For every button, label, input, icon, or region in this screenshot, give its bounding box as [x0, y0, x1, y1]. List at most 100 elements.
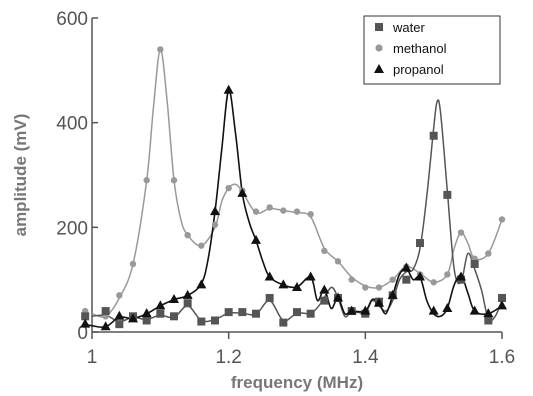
data-point-propanol	[483, 308, 494, 318]
data-point-methanol	[348, 276, 355, 283]
data-point-propanol	[292, 282, 302, 292]
data-point-propanol	[169, 294, 179, 304]
propanol-triangle-icon	[374, 64, 384, 73]
data-point-water	[252, 309, 260, 318]
data-point-water	[115, 320, 124, 329]
methanol-circle-icon	[375, 44, 383, 52]
data-point-water	[484, 316, 493, 325]
data-point-methanol	[444, 271, 451, 278]
data-point-methanol	[211, 221, 219, 228]
data-point-water	[279, 318, 288, 327]
data-point-methanol	[266, 204, 273, 211]
data-point-propanol	[346, 305, 357, 315]
data-point-methanol	[457, 229, 465, 236]
data-point-methanol	[129, 260, 137, 268]
x-tick-label: 1	[87, 347, 98, 368]
data-point-water	[265, 293, 274, 302]
data-point-propanol	[456, 271, 466, 281]
data-point-methanol	[170, 177, 178, 184]
data-point-propanol	[428, 305, 439, 315]
data-point-methanol	[430, 279, 437, 286]
y-axis-title: amplitude (mV)	[11, 114, 30, 237]
data-point-water	[142, 316, 151, 325]
data-point-water	[170, 312, 178, 321]
data-point-propanol	[210, 206, 220, 216]
data-point-propanol	[155, 300, 166, 310]
y-tick-label: 200	[56, 218, 88, 239]
data-point-propanol	[374, 297, 384, 307]
data-point-methanol	[280, 207, 287, 214]
data-point-propanol	[401, 262, 412, 272]
data-point-methanol	[389, 276, 396, 283]
data-point-water	[156, 309, 165, 318]
data-point-propanol	[469, 305, 480, 315]
x-tick-label: 1.2	[215, 347, 241, 368]
data-point-propanol	[387, 289, 398, 299]
data-point-propanol	[128, 313, 138, 323]
data-point-methanol	[252, 208, 260, 215]
data-point-water	[183, 299, 192, 308]
data-point-propanol	[415, 271, 425, 281]
plot-area: 0 200 400 600 1 1.2 1.4 1.6	[56, 9, 515, 368]
y-tick-label: 600	[56, 9, 88, 30]
data-point-water	[416, 239, 424, 248]
data-point-methanol	[143, 177, 150, 184]
data-point-water	[443, 190, 452, 199]
water-square-icon	[375, 23, 383, 31]
data-point-propanol	[114, 310, 125, 320]
data-point-methanol	[334, 258, 342, 265]
data-point-water	[498, 293, 506, 302]
data-point-water	[197, 317, 206, 326]
data-point-propanol	[305, 271, 316, 281]
data-point-methanol	[362, 284, 369, 291]
data-point-propanol	[223, 84, 234, 94]
x-axis-ticks: 1 1.2 1.4 1.6	[87, 332, 515, 368]
data-point-propanol	[497, 300, 507, 310]
legend-item-methanol: methanol	[375, 41, 447, 56]
data-point-water	[81, 312, 90, 321]
x-tick-label: 1.4	[352, 347, 379, 368]
data-point-propanol	[360, 305, 371, 315]
y-tick-label: 400	[56, 114, 88, 135]
legend-item-propanol: propanol	[374, 62, 444, 77]
data-point-water	[306, 309, 315, 318]
legend-label-propanol: propanol	[393, 62, 444, 77]
y-tick-label: 0	[77, 323, 88, 344]
series-line-methanol	[91, 48, 503, 318]
data-point-propanol	[100, 321, 111, 331]
data-point-methanol	[116, 292, 123, 299]
legend-item-water: water	[375, 20, 425, 35]
x-axis-title: frequency (MHz)	[231, 373, 363, 392]
legend-box	[363, 15, 501, 85]
data-point-methanol	[225, 184, 232, 192]
data-point-propanol	[319, 284, 330, 294]
legend-label-water: water	[392, 20, 425, 35]
data-point-propanol	[251, 234, 261, 244]
data-point-methanol	[198, 242, 205, 249]
data-point-methanol	[157, 46, 164, 53]
x-tick-label: 1.6	[489, 347, 515, 368]
series-lines	[84, 48, 503, 329]
data-point-water	[224, 308, 233, 317]
data-point-water	[320, 296, 329, 305]
data-point-propanol	[182, 289, 193, 299]
data-point-water	[293, 308, 301, 317]
data-point-methanol	[321, 247, 328, 255]
data-point-water	[101, 307, 110, 316]
data-point-methanol	[485, 250, 492, 257]
data-point-propanol	[196, 279, 207, 289]
data-point-methanol	[307, 211, 314, 218]
data-point-propanol	[264, 271, 275, 281]
data-point-water	[402, 275, 411, 284]
data-point-propanol	[442, 302, 453, 312]
data-point-water	[238, 308, 247, 317]
legend: water methanol propanol	[363, 15, 501, 85]
data-point-water	[211, 316, 219, 325]
series-line-propanol	[84, 89, 503, 329]
data-point-water	[429, 131, 438, 140]
data-point-methanol	[375, 284, 383, 291]
data-point-methanol	[498, 216, 506, 223]
y-axis-ticks: 0 200 400 600	[56, 9, 98, 344]
data-point-propanol	[278, 279, 289, 289]
